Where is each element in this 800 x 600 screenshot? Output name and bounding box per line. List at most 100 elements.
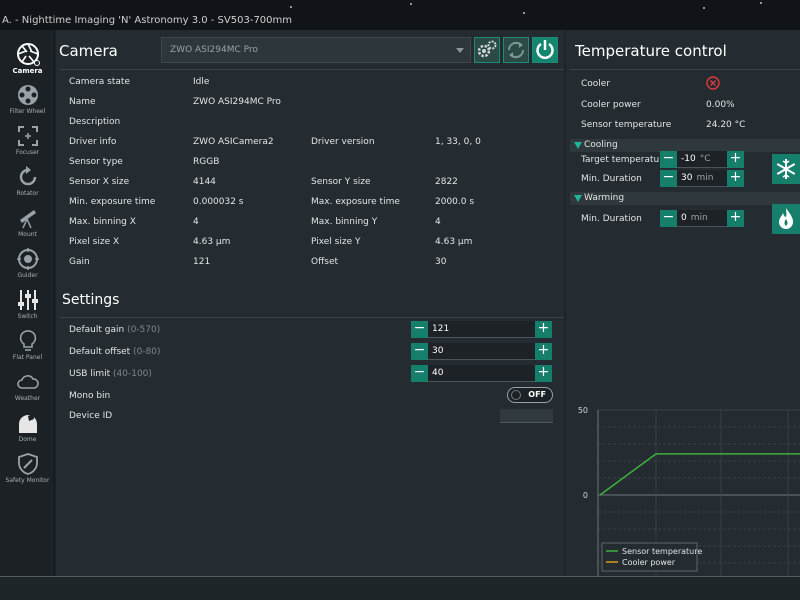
warming-duration-unit: min — [690, 213, 708, 223]
cooler-label: Cooler — [581, 79, 611, 89]
settings-title: Settings — [62, 292, 120, 308]
default-gain-input[interactable]: 121 — [428, 321, 535, 338]
camera-state-value: Idle — [193, 77, 210, 87]
target-temperature-label: Target temperature — [581, 155, 669, 165]
cooling-duration-decrement[interactable]: − — [660, 170, 677, 187]
pixel-size-x-value: 4.63 µm — [193, 237, 231, 247]
sensor-type-value: RGGB — [193, 157, 220, 167]
sidebar-item-dome[interactable]: Dome — [0, 407, 55, 447]
rotator-icon — [19, 166, 36, 186]
cooling-section-header[interactable]: Cooling — [570, 139, 800, 152]
usb-limit-label: USB limit (40-100) — [69, 369, 152, 379]
sidebar-item-label: Guider — [17, 272, 38, 279]
description-label: Description — [69, 117, 121, 127]
title-bar: A. - Nighttime Imaging 'N' Astronomy 3.0… — [0, 0, 800, 30]
usb-limit-range: (40-100) — [113, 369, 152, 379]
warming-section-header[interactable]: Warming — [570, 192, 800, 205]
temperature-chart: 500-5011:30:4711:30:4911:30:52Sensor tem… — [578, 406, 800, 576]
divider — [59, 317, 564, 318]
sidebar-item-camera[interactable]: Camera — [0, 38, 55, 78]
mono-bin-label: Mono bin — [69, 391, 111, 401]
sidebar-item-safety-monitor[interactable]: Safety Monitor — [0, 448, 55, 488]
driver-info-label: Driver info — [69, 137, 117, 147]
default-gain-increment[interactable]: + — [535, 321, 552, 338]
default-offset-decrement[interactable]: − — [411, 343, 428, 360]
window-title: A. - Nighttime Imaging 'N' Astronomy 3.0… — [2, 15, 293, 26]
max-binning-x-label: Max. binning X — [69, 217, 136, 227]
legend-label: Sensor temperature — [622, 547, 702, 556]
name-label: Name — [69, 97, 96, 107]
warming-duration-label: Min. Duration — [581, 214, 642, 224]
rescan-devices-button[interactable] — [503, 37, 529, 63]
snowflake-icon — [776, 159, 796, 179]
start-cooling-button[interactable] — [772, 154, 800, 184]
filter-wheel-icon — [17, 85, 38, 105]
warming-duration-value: 0 — [681, 213, 687, 223]
sidebar-item-label: Weather — [14, 395, 41, 402]
default-offset-input[interactable]: 30 — [428, 343, 535, 360]
max-exposure-value: 2000.0 s — [435, 197, 475, 207]
sidebar-item-label: Switch — [17, 313, 38, 320]
sidebar-item-mount[interactable]: Mount — [0, 202, 55, 242]
selected-device: ZWO ASI294MC Pro — [170, 45, 258, 55]
default-gain-decrement[interactable]: − — [411, 321, 428, 338]
sensor-x-label: Sensor X size — [69, 177, 130, 187]
telescope-icon — [19, 210, 36, 229]
camera-panel: Camera ZWO ASI294MC Pro Camera state Idl… — [56, 30, 564, 576]
camera-settings-button[interactable] — [474, 37, 500, 63]
warming-duration-decrement[interactable]: − — [660, 210, 677, 227]
usb-limit-input[interactable]: 40 — [428, 365, 535, 382]
sensor-y-label: Sensor Y size — [311, 177, 371, 187]
sidebar-item-flat-panel[interactable]: Flat Panel — [0, 325, 55, 365]
cooling-duration-increment[interactable]: + — [727, 170, 744, 187]
target-temperature-increment[interactable]: + — [727, 151, 744, 168]
gears-icon — [477, 40, 497, 58]
pixel-size-y-value: 4.63 µm — [435, 237, 473, 247]
sensor-temperature-label: Sensor temperature — [581, 120, 672, 130]
chevron-down-icon — [456, 48, 464, 53]
power-icon — [536, 40, 554, 60]
usb-limit-text: USB limit — [69, 369, 111, 379]
cooler-power-label: Cooler power — [581, 100, 641, 110]
default-gain-text: Default gain — [69, 325, 125, 335]
sidebar-item-label: Mount — [18, 231, 37, 238]
mono-bin-toggle[interactable]: OFF — [507, 387, 553, 403]
usb-limit-decrement[interactable]: − — [411, 365, 428, 382]
default-offset-text: Default offset — [69, 347, 131, 357]
sensor-x-value: 4144 — [193, 177, 216, 187]
connect-button[interactable] — [532, 37, 558, 63]
default-gain-label: Default gain (0-570) — [69, 325, 160, 335]
series-line-sensor-temperature — [599, 453, 800, 496]
expand-triangle-icon — [574, 142, 582, 149]
sidebar-item-label: Filter Wheel — [9, 108, 46, 115]
pixel-size-y-label: Pixel size Y — [311, 237, 361, 247]
max-exposure-label: Max. exposure time — [311, 197, 400, 207]
cooling-duration-input[interactable]: 30 min — [677, 170, 727, 187]
start-warming-button[interactable] — [772, 204, 800, 234]
default-offset-increment[interactable]: + — [535, 343, 552, 360]
warming-duration-increment[interactable]: + — [727, 210, 744, 227]
sidebar-item-rotator[interactable]: Rotator — [0, 161, 55, 201]
sidebar-item-filter-wheel[interactable]: Filter Wheel — [0, 79, 55, 119]
device-id-input[interactable] — [500, 409, 553, 423]
cooler-power-value: 0.00% — [706, 100, 735, 110]
legend-box — [601, 542, 698, 572]
camera-aperture-icon — [16, 43, 40, 66]
sidebar-item-guider[interactable]: Guider — [0, 243, 55, 283]
usb-limit-increment[interactable]: + — [535, 365, 552, 382]
warming-duration-input[interactable]: 0 min — [677, 210, 727, 227]
refresh-icon — [507, 41, 525, 59]
camera-device-selector[interactable]: ZWO ASI294MC Pro — [161, 37, 471, 63]
gain-label: Gain — [69, 257, 90, 267]
y-tick-label: 0 — [583, 491, 588, 500]
camera-panel-title: Camera — [59, 42, 118, 60]
default-gain-range: (0-570) — [127, 325, 161, 335]
offset-value: 30 — [435, 257, 447, 267]
sidebar-item-weather[interactable]: Weather — [0, 366, 55, 406]
target-temperature-input[interactable]: -10 °C — [677, 151, 727, 168]
sidebar-item-switch[interactable]: Switch — [0, 284, 55, 324]
cooling-duration-value: 30 — [681, 173, 693, 183]
target-temperature-decrement[interactable]: − — [660, 151, 677, 168]
sidebar-item-focuser[interactable]: Focuser — [0, 120, 55, 160]
default-offset-label: Default offset (0-80) — [69, 347, 161, 357]
